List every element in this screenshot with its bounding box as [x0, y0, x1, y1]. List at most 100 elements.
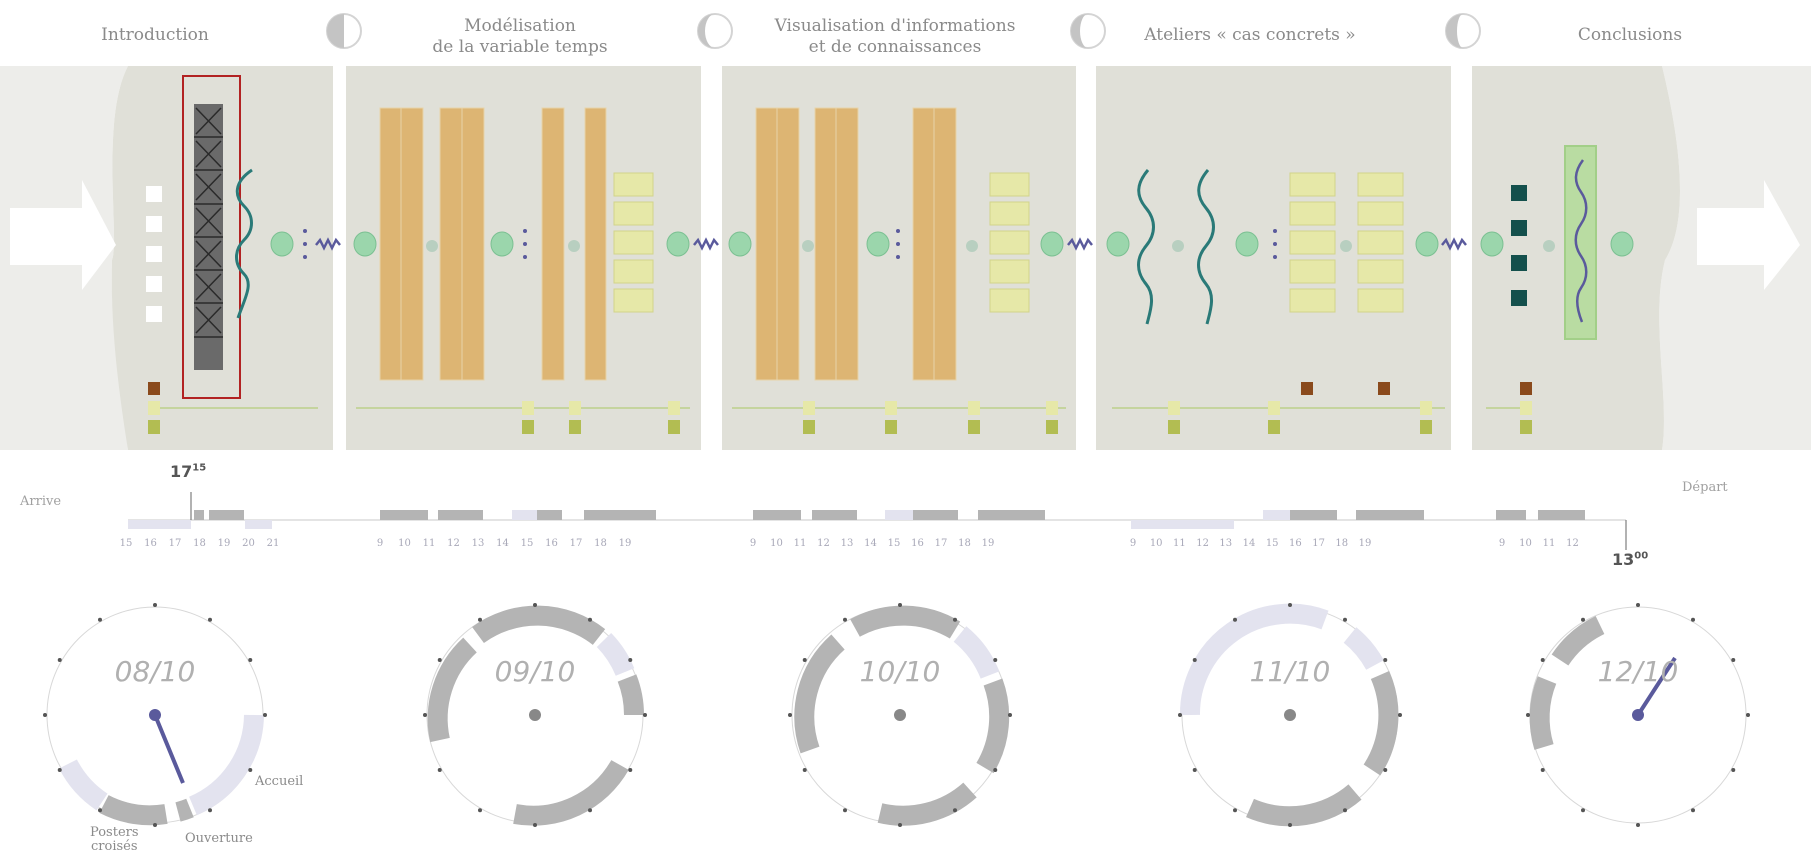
timeline-tick: 20 [242, 538, 255, 549]
timeline-tick: 14 [1242, 538, 1256, 549]
node-icon [270, 231, 1634, 257]
clock-hour-dot [153, 823, 157, 827]
clock-hour-dot [437, 768, 442, 772]
clock-12-10 [1529, 606, 1747, 824]
clock-date-11-10: 11/10 [1249, 655, 1331, 688]
timeline-tick: 9 [749, 538, 757, 549]
clock-hour-dot [1192, 768, 1197, 772]
clock-hour-dot [533, 603, 537, 607]
timeline-tick: 19 [217, 538, 231, 549]
timeline-tick: 16 [144, 538, 157, 549]
annotation-ouverture: Ouverture [185, 831, 253, 846]
arrow-right-icon [10, 180, 116, 290]
clock-hour-dot [1383, 768, 1388, 772]
clock-hour-dot [1178, 713, 1182, 717]
timeline-tick: 16 [911, 538, 924, 549]
timeline-tick: 13 [471, 538, 485, 549]
timeline-tick: 9 [376, 538, 384, 549]
timeline-tick: 14 [496, 538, 509, 549]
timeline-tick: 12 [1196, 538, 1209, 549]
clock-hour-dot [628, 768, 633, 772]
depart-label: Départ [1682, 480, 1728, 495]
timeline-tick: 11 [422, 538, 436, 549]
clock-hour-dot [263, 713, 267, 717]
small-markers [148, 382, 1532, 434]
clock-hour-dot [478, 808, 482, 813]
clock-hour-dot [437, 658, 442, 662]
clock-hour-dot [98, 617, 102, 622]
clock-hour-dot [153, 603, 157, 607]
timeline-tick: 13 [1219, 538, 1233, 549]
clock-hour-dot [1233, 808, 1237, 813]
clock-date-09-10: 09/10 [494, 655, 576, 688]
clock-hour-dot [1636, 823, 1640, 827]
section-title-modelisation: Modélisation de la variable temps [432, 16, 608, 57]
clock-hour-dot [1343, 617, 1347, 622]
half-moon-icon [326, 13, 362, 49]
clock-hour-dot [1288, 823, 1292, 827]
clock-hour-dot [1398, 713, 1402, 717]
section-title-visualisation: Visualisation d'informations et de conna… [774, 16, 1016, 57]
tan-columns [379, 107, 957, 381]
clock-date-08-10: 08/10 [114, 655, 196, 688]
timeline-tick: 9 [1498, 538, 1506, 549]
section-title-ateliers: Ateliers « cas concrets » [1144, 25, 1356, 45]
clock-09-10 [426, 605, 645, 826]
clock-hour-dot [953, 617, 957, 622]
clock-hour-dot [628, 658, 633, 662]
clock-hour-dot [1691, 617, 1695, 622]
timeline-tick: 16 [545, 538, 558, 549]
half-moon-icon [697, 13, 733, 49]
start-time: 1715 [170, 462, 207, 481]
section-title-conclusions: Conclusions [1577, 25, 1683, 45]
clock-hour-dot [1581, 617, 1585, 622]
clock-10-10 [791, 605, 1010, 826]
lavender-bars [128, 510, 1293, 529]
yellow-boxes [613, 172, 1404, 313]
program-diagram [0, 13, 1811, 450]
conclusion-squares [1511, 185, 1527, 306]
vertical-dots-icon [303, 229, 1277, 259]
timeline-tick: 19 [981, 538, 995, 549]
timeline-tick: 10 [1149, 538, 1163, 549]
clock-hour-dot [843, 808, 847, 813]
clock-hour-dot [478, 617, 482, 622]
clock-hour-dot [1691, 808, 1695, 813]
clock-hour-dot [1581, 808, 1585, 813]
timeline-tick: 10 [770, 538, 783, 549]
timeline-tick: 15 [520, 538, 534, 549]
arrow-right-icon [1697, 180, 1800, 290]
clock-hour-dot [1383, 658, 1388, 662]
timeline-tick: 11 [1173, 538, 1186, 549]
clock-hour-dot [993, 768, 998, 772]
clock-hour-dot [57, 768, 62, 772]
clock-hour-dot [248, 658, 253, 662]
clock-hour-dot [1731, 658, 1736, 662]
clock-hour-dot [57, 658, 62, 662]
teal-waves [235, 168, 1215, 325]
section-title-introduction: Introduction [101, 25, 209, 45]
clock-hour-dot [898, 603, 902, 607]
photo-strip [194, 104, 223, 370]
clock-hour-dot [588, 808, 592, 813]
highlight-box [182, 75, 241, 399]
gray-bars [194, 510, 1585, 520]
gray-dots [426, 240, 1555, 252]
timeline-tick: 14 [864, 538, 877, 549]
clock-hour-dot [1288, 603, 1292, 607]
clock-date-12-10: 12/10 [1597, 655, 1679, 688]
timeline-tick: 12 [1566, 538, 1579, 549]
timeline-tick: 15 [1265, 538, 1279, 549]
clock-hour-dot [1192, 658, 1197, 662]
squiggle-icon [315, 237, 1467, 251]
timeline-bars [128, 492, 1627, 550]
clock-hour-dot [843, 617, 847, 622]
clock-date-10-10: 10/10 [859, 655, 941, 688]
clock-hour-dot [208, 808, 212, 813]
clock-hour-dot [248, 768, 253, 772]
clock-hour-dot [1540, 658, 1545, 662]
clock-hour-dot [802, 768, 807, 772]
intro-squares [146, 186, 162, 322]
timeline-tick: 17 [168, 538, 182, 549]
clock-hour-dot [588, 617, 592, 622]
